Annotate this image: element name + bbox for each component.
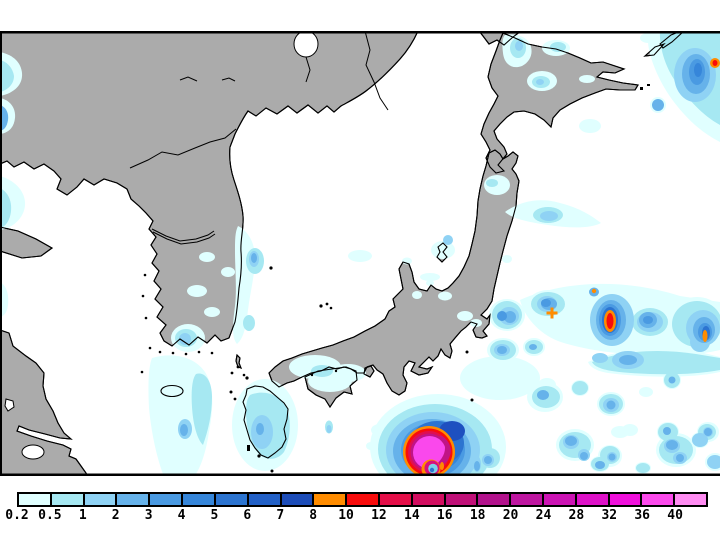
colorbar-labels: 0.2 0.5 1 2 3 4 5 6 7 8 10 12 14 16 18 20 24 28 32 36 40 [5, 508, 708, 526]
colorbar-tick-label: 32 [601, 508, 618, 523]
colorbar-segment-4 [183, 494, 216, 505]
intense-precipitation-cells [546, 58, 720, 342]
colorbar-tick-label: 10 [338, 508, 354, 523]
colorbar-segment-40 [675, 494, 707, 505]
colorbar-tick-label: 24 [535, 508, 552, 523]
colorbar-tick-label: 6 [243, 508, 252, 523]
map-frame [0, 31, 720, 476]
colorbar-tick-label: 12 [371, 508, 387, 523]
colorbar-segment-2 [117, 494, 151, 505]
colorbar-segment-12 [379, 494, 413, 505]
colorbar-segment-28 [576, 494, 610, 505]
colorbar-tick-label: 14 [404, 508, 420, 523]
colorbar-segment-3 [150, 494, 184, 505]
colorbar-tick-label: 0.5 [38, 508, 62, 523]
colorbar-tick-label: 1 [78, 508, 87, 523]
colorbar-tick-label: 4 [177, 508, 186, 523]
colorbar-segment-10 [347, 494, 380, 505]
colorbar-segment-36 [642, 494, 676, 505]
colorbar-tick-label: 2 [111, 508, 120, 523]
colorbar-segment-18 [478, 494, 512, 505]
colorbar-tick-label: 18 [469, 508, 486, 523]
small-islands [140, 84, 650, 473]
colorbar-segment-1 [84, 494, 118, 505]
land-layer [0, 31, 685, 475]
colorbar-segment-20 [511, 494, 544, 505]
colorbar-segment-0.2 [19, 494, 52, 505]
colorbar-tick-label: 20 [502, 508, 519, 523]
colorbar-segment-32 [609, 494, 643, 505]
colorbar-tick-label: 36 [634, 508, 651, 523]
colorbar-tick-label: 16 [436, 508, 453, 523]
colorbar-segment-7 [281, 494, 315, 505]
typhoon-system [403, 426, 455, 475]
colorbar-tick-label: 0.2 [5, 508, 29, 523]
colorbar-tick-label: 8 [309, 508, 318, 523]
colorbar-segment-6 [248, 494, 282, 505]
river-lake-layer [4, 31, 389, 460]
colorbar-tick-label: 5 [210, 508, 219, 523]
colorbar-tick-label: 3 [144, 508, 153, 523]
colorbar-tick-label: 28 [568, 508, 585, 523]
colorbar [17, 492, 708, 507]
colorbar-segment-8 [314, 494, 348, 505]
colorbar-tick-label: 7 [276, 508, 285, 523]
colorbar-segment-0.5 [51, 494, 85, 505]
colorbar-segment-5 [215, 494, 249, 505]
colorbar-segment-14 [412, 494, 446, 505]
colorbar-segment-16 [445, 494, 479, 505]
colorbar-tick-label: 40 [667, 508, 683, 523]
colorbar-segment-24 [544, 494, 577, 505]
